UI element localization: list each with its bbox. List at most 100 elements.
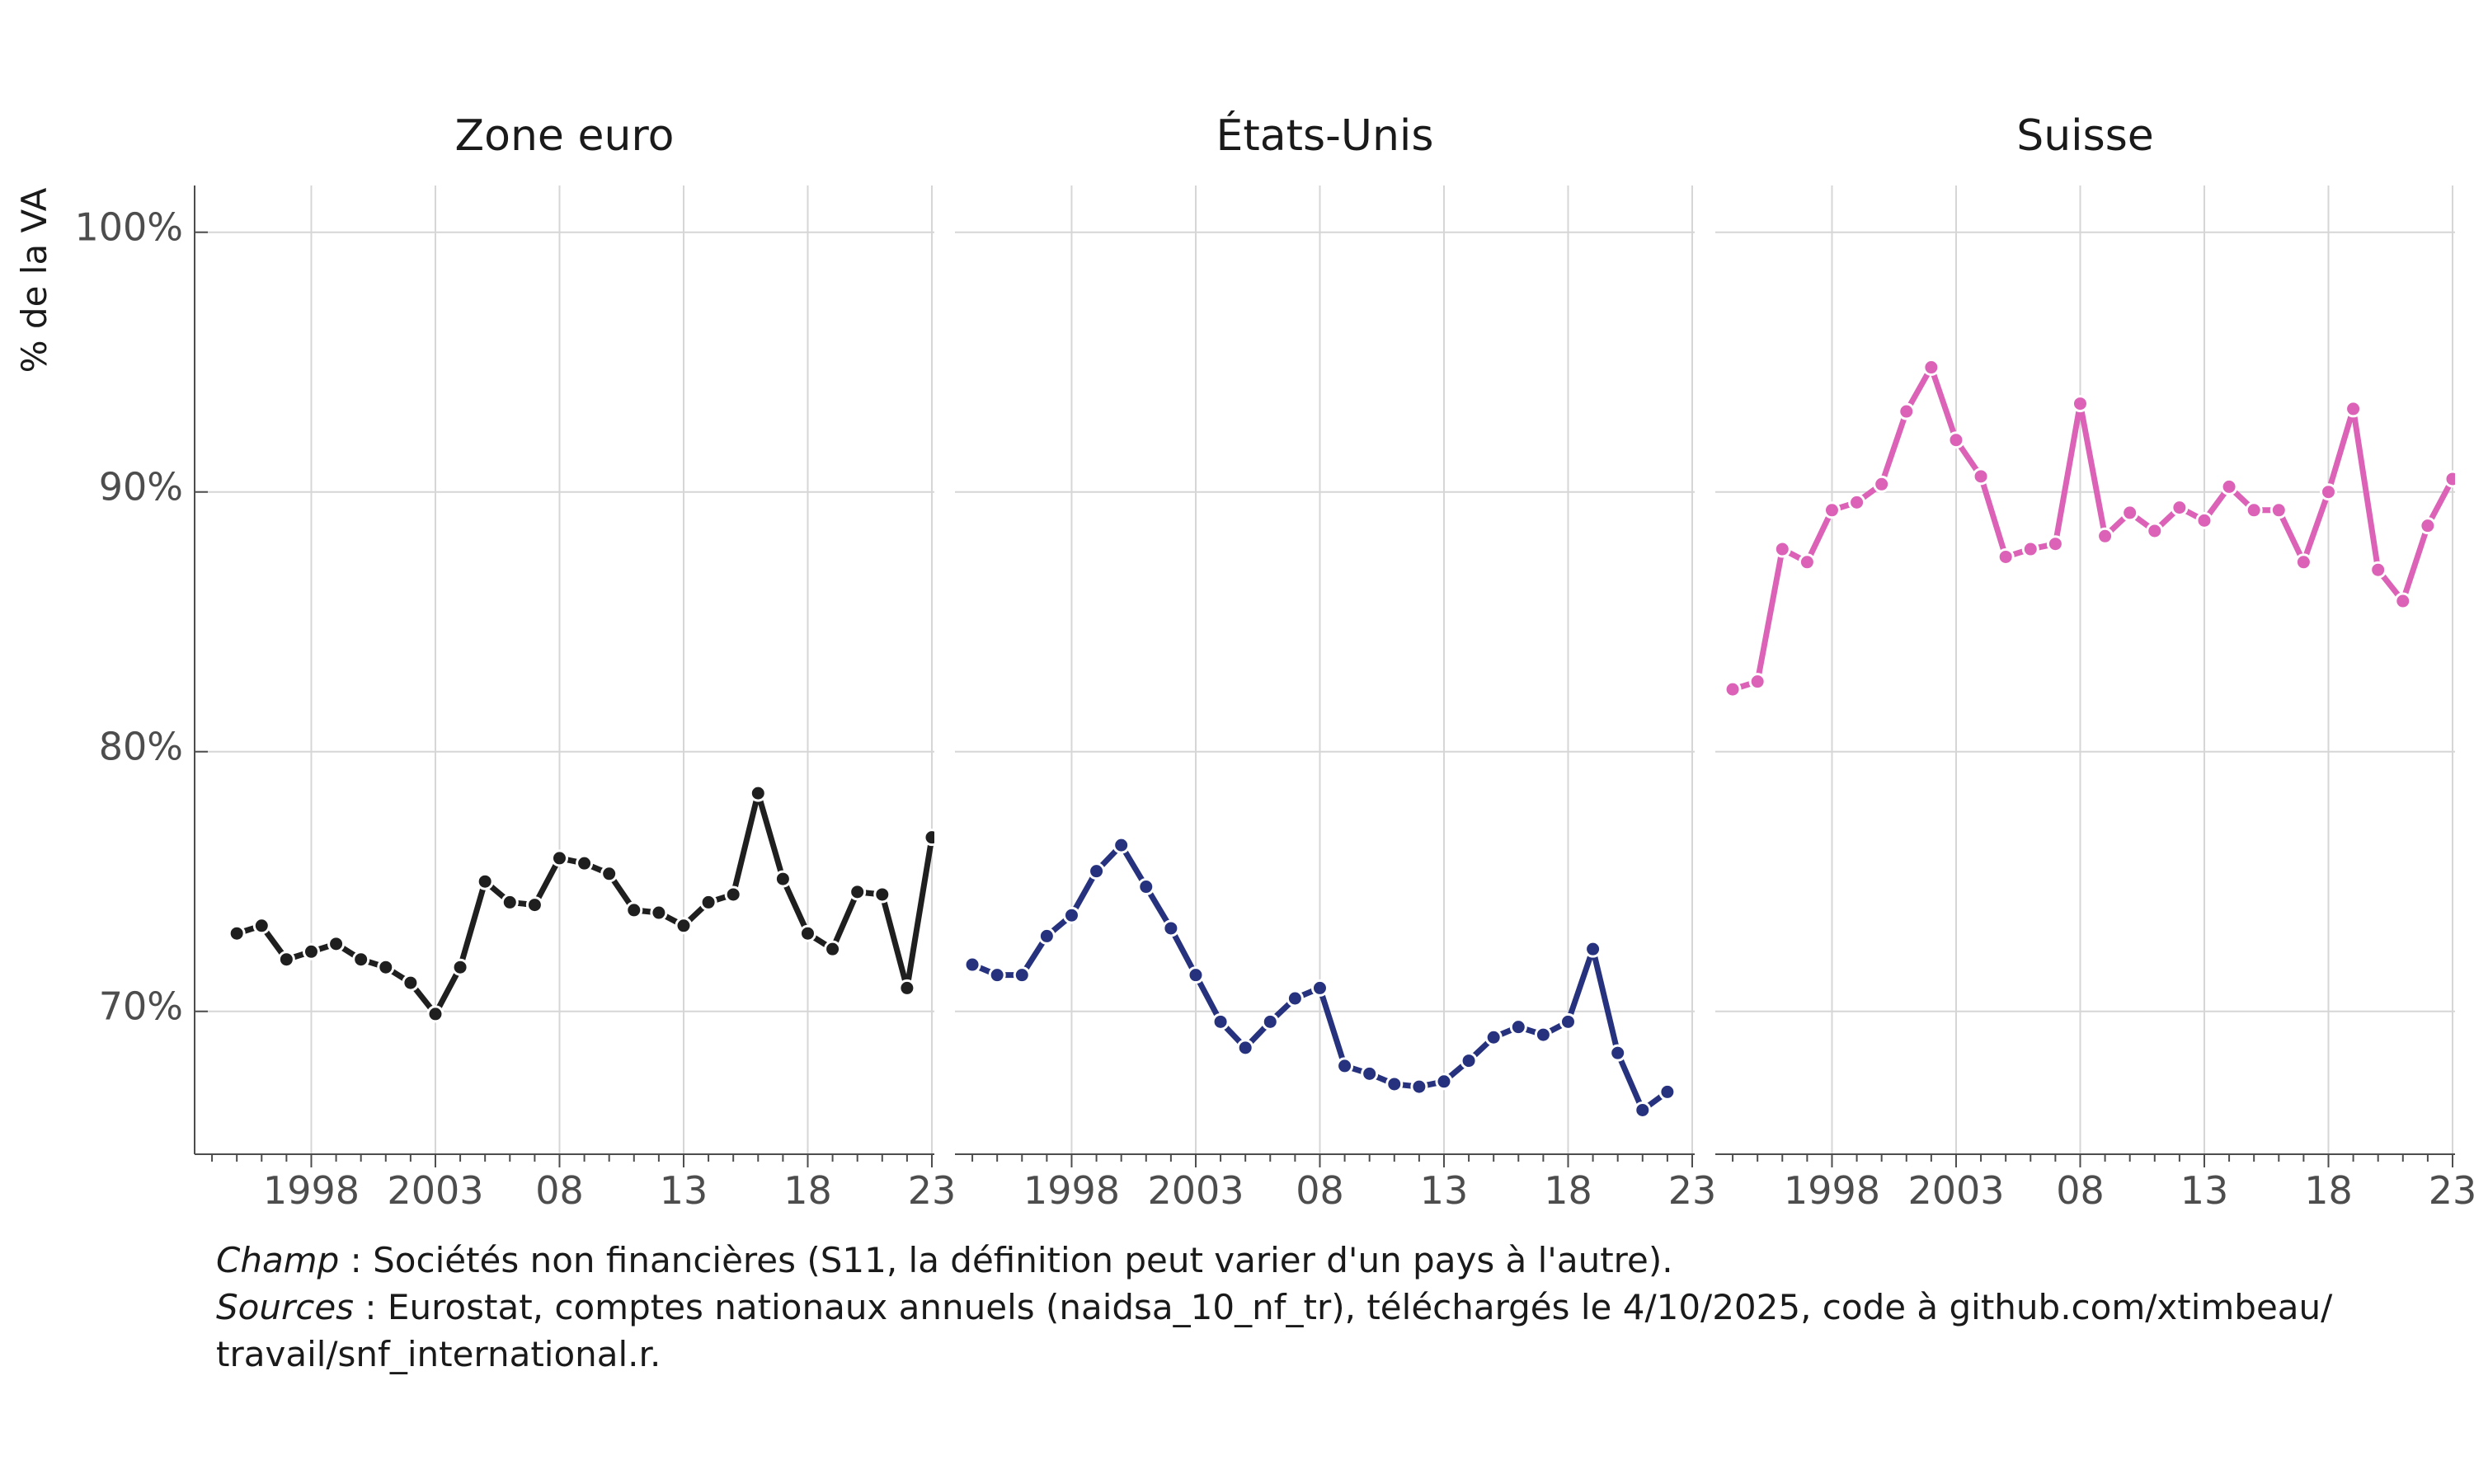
caption-sources-line: Sources : Eurostat, comptes nationaux an… <box>216 1284 2443 1331</box>
series-1 <box>228 784 934 1023</box>
data-point <box>327 935 346 953</box>
data-point <box>1211 1012 1230 1031</box>
data-point <box>988 966 1006 984</box>
x-tick-label: 2003 <box>387 1168 483 1213</box>
data-point <box>302 942 320 960</box>
data-point <box>824 940 842 958</box>
data-point <box>1972 467 1990 486</box>
data-point <box>2146 522 2164 540</box>
x-tick-label: 23 <box>2429 1168 2474 1213</box>
data-point <box>377 958 395 976</box>
data-point <box>501 893 519 911</box>
caption-champ-label: Champ <box>216 1240 340 1280</box>
x-tick-label: 2003 <box>1907 1168 2004 1213</box>
facet-panel-3: Suisse 1998 2003 08 13 18 23 <box>1715 111 2474 1213</box>
data-point <box>2369 561 2387 579</box>
data-point <box>1310 979 1329 997</box>
y-tick-label: 90% <box>99 465 183 510</box>
data-point <box>1848 493 1866 511</box>
data-point <box>1286 989 1304 1007</box>
data-point <box>650 904 668 922</box>
data-point <box>2319 483 2337 501</box>
data-point <box>898 979 916 997</box>
data-point <box>1162 919 1180 937</box>
data-point <box>1509 1018 1527 1036</box>
x-tick-label: 13 <box>1420 1168 1469 1213</box>
data-point <box>1062 906 1080 924</box>
data-point <box>1037 927 1056 945</box>
data-point <box>1088 862 1106 881</box>
data-point <box>476 872 494 890</box>
y-tick-label: 80% <box>99 725 183 769</box>
data-point <box>699 893 717 911</box>
data-point <box>426 1005 444 1023</box>
data-point <box>2071 395 2089 413</box>
data-point <box>600 865 618 883</box>
data-point <box>1361 1064 1379 1082</box>
data-point <box>1137 878 1155 896</box>
data-point <box>277 951 295 969</box>
data-point <box>774 870 792 888</box>
data-point <box>2269 501 2288 519</box>
data-point <box>2419 517 2437 535</box>
data-point <box>1947 431 1965 449</box>
data-point <box>1773 540 1791 558</box>
data-point <box>550 849 568 867</box>
data-point <box>2195 511 2213 529</box>
data-point <box>1484 1028 1503 1046</box>
data-point <box>228 924 246 942</box>
x-tick-label: 13 <box>2180 1168 2229 1213</box>
chart-caption: Champ : Sociétés non financières (S11, l… <box>216 1237 2443 1378</box>
data-point <box>1236 1039 1254 1057</box>
data-point <box>1823 501 1841 519</box>
data-point <box>1724 680 1742 698</box>
caption-sources-label: Sources <box>216 1287 355 1327</box>
data-point <box>576 854 594 872</box>
data-point <box>1658 1082 1677 1101</box>
x-tick-label: 2003 <box>1147 1168 1244 1213</box>
data-point <box>1013 966 1031 984</box>
data-point <box>1873 475 1891 493</box>
data-point <box>2096 527 2114 545</box>
data-point <box>2294 553 2312 571</box>
data-point <box>352 951 370 969</box>
data-point <box>749 784 767 802</box>
x-tick-label: 18 <box>2304 1168 2353 1213</box>
data-point <box>525 896 543 914</box>
data-point <box>2394 592 2412 610</box>
data-point <box>2220 477 2238 495</box>
data-point <box>1559 1012 1577 1031</box>
panel-title: Suisse <box>2016 111 2154 161</box>
caption-champ-text: : Sociétés non financières (S11, la défi… <box>339 1240 1673 1280</box>
data-point <box>451 958 469 976</box>
x-tick-label: 1998 <box>1784 1168 1880 1213</box>
panel-title: États-Unis <box>1216 110 1434 161</box>
x-tick-label: 1998 <box>1023 1168 1120 1213</box>
data-point <box>625 901 643 919</box>
x-tick-label: 23 <box>1668 1168 1717 1213</box>
data-point <box>1385 1075 1404 1093</box>
y-tick-label: 70% <box>99 984 183 1029</box>
y-axis-label: % de la VA <box>14 187 54 373</box>
data-point <box>1460 1052 1478 1070</box>
data-point <box>1609 1044 1627 1062</box>
data-point <box>1748 673 1766 691</box>
data-point <box>1435 1073 1453 1091</box>
x-tick-label: 23 <box>908 1168 957 1213</box>
series-2 <box>963 836 1677 1119</box>
x-tick-label: 08 <box>1296 1168 1344 1213</box>
facet-panel-2: États-Unis 1998 2003 08 13 18 23 <box>955 110 1716 1213</box>
data-point <box>1997 547 2015 566</box>
data-point <box>1534 1026 1552 1044</box>
x-tick-label: 13 <box>660 1168 708 1213</box>
data-point <box>1898 402 1916 420</box>
data-point <box>2021 540 2039 558</box>
data-point <box>873 885 891 904</box>
caption-sources-text: : Eurostat, comptes nationaux annuels (n… <box>354 1287 2333 1327</box>
data-point <box>1798 553 1816 571</box>
data-point <box>1410 1078 1428 1096</box>
x-tick-label: 08 <box>2056 1168 2105 1213</box>
x-tick-label: 18 <box>783 1168 832 1213</box>
data-point <box>2345 400 2363 418</box>
